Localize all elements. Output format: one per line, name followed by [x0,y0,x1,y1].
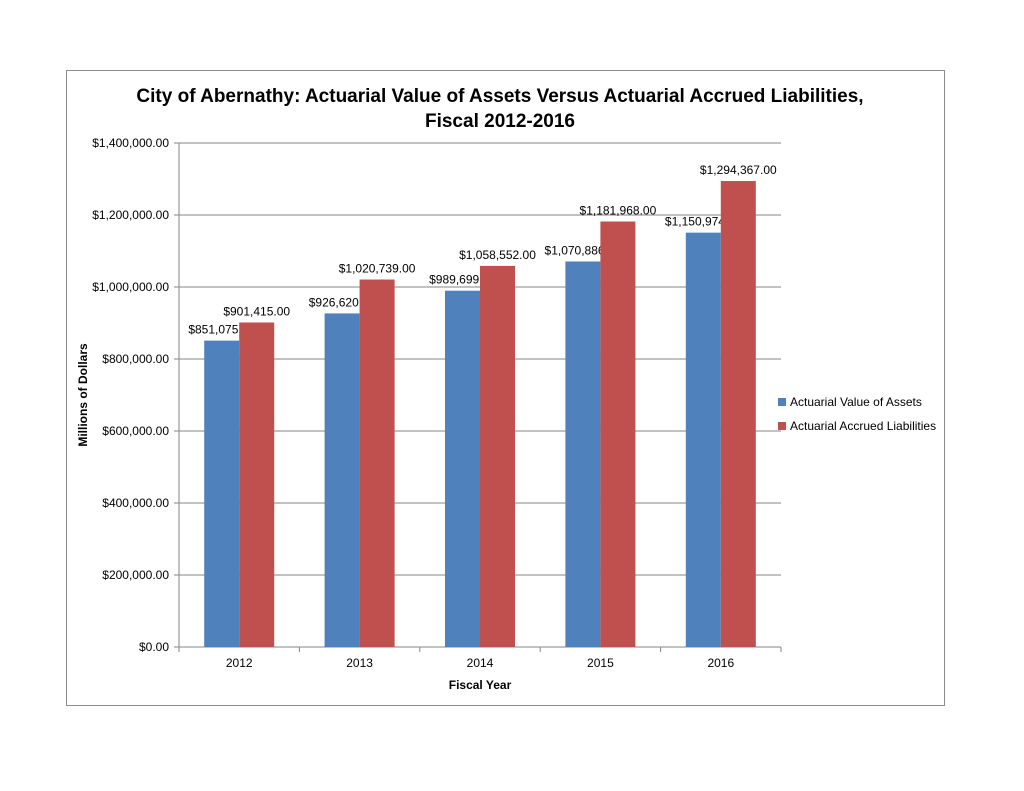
legend-swatch [778,398,786,406]
x-tick-label: 2015 [587,656,614,670]
data-label: $1,294,367.00 [700,163,777,177]
y-tick-label: $600,000.00 [102,424,169,438]
y-tick-label: $1,200,000.00 [92,208,169,222]
data-label: $901,415.00 [223,304,290,318]
x-axis-title: Fiscal Year [449,678,512,692]
data-label: $1,058,552.00 [459,248,536,262]
bar [359,279,395,647]
bar [565,261,601,647]
y-tick-label: $1,400,000.00 [92,136,169,150]
data-label: $926,620.00 [309,295,376,309]
chart-title: City of Abernathy: Actuarial Value of As… [136,86,863,107]
x-tick-label: 2012 [226,656,253,670]
bar [685,232,721,647]
data-label: $851,075.00 [188,323,255,337]
x-tick-label: 2013 [346,656,373,670]
y-tick-label: $1,000,000.00 [92,280,169,294]
chart-frame: City of Abernathy: Actuarial Value of As… [66,70,945,706]
x-tick-label: 2014 [467,656,494,670]
legend-label: Actuarial Accrued Liabilities [790,419,936,433]
legend-swatch [778,422,786,430]
bar [720,181,756,647]
y-tick-label: $0.00 [139,640,169,654]
data-label: $1,181,968.00 [580,203,657,217]
y-tick-label: $200,000.00 [102,568,169,582]
bar [480,265,515,647]
chart-subtitle: Fiscal 2012-2016 [425,111,575,132]
bar [239,322,275,647]
data-label: $989,699.00 [429,273,496,287]
x-tick-label: 2016 [707,656,734,670]
y-axis-title: Millions of Dollars [76,343,90,447]
chart-svg: City of Abernathy: Actuarial Value of As… [76,86,936,692]
legend-label: Actuarial Value of Assets [790,395,922,409]
bar [445,290,480,647]
bar [204,340,240,647]
y-tick-label: $800,000.00 [102,352,169,366]
bar [324,313,360,647]
data-label: $1,020,739.00 [339,262,416,276]
bar [600,221,636,647]
y-tick-label: $400,000.00 [102,496,169,510]
